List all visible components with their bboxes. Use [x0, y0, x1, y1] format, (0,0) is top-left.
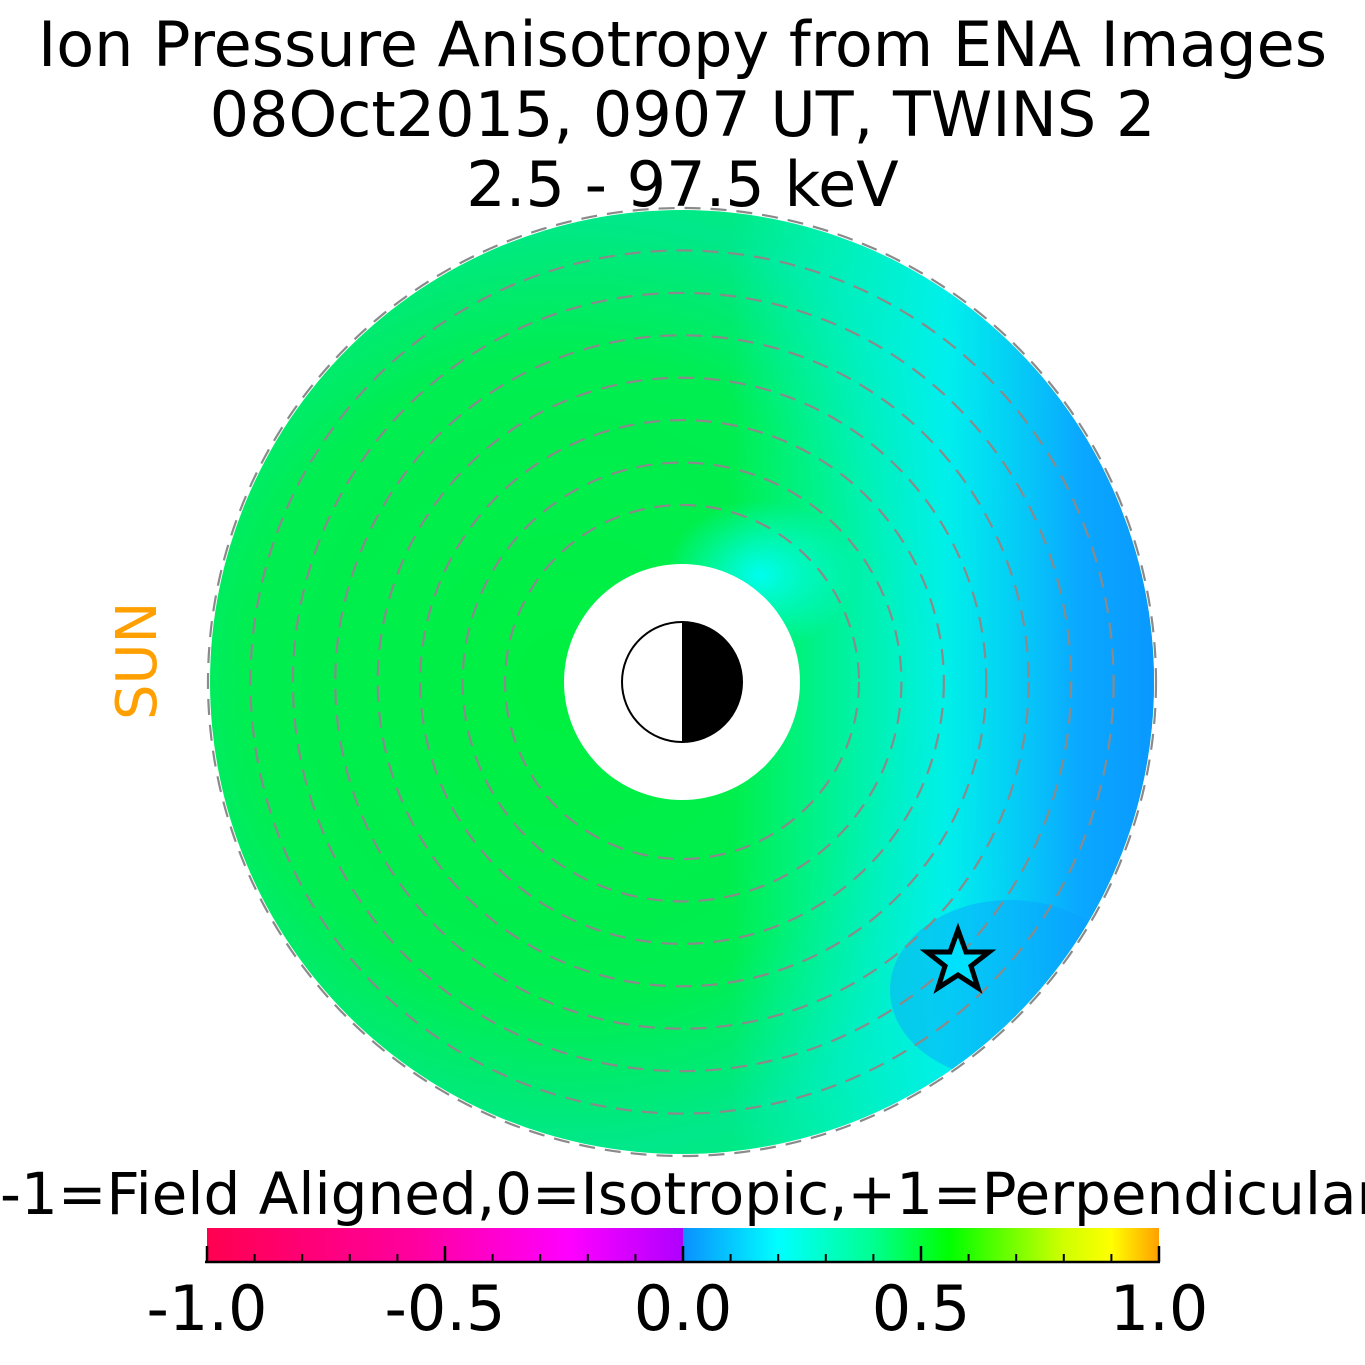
dashed-circle	[249, 249, 1115, 1115]
dashed-range-circles	[206, 206, 1158, 1158]
sun-direction-label: SUN	[105, 601, 170, 720]
colorbar-tick-label: 1.0	[1110, 1272, 1209, 1345]
chart-title-line-1: Ion Pressure Anisotropy from ENA Images	[37, 8, 1328, 81]
dashed-circle	[419, 419, 945, 945]
earth-icon	[621, 621, 743, 743]
colorbar-major-ticks: -1.0 -0.5 0.0 0.5 1.0	[147, 1246, 1209, 1345]
chart-title-line-2: 08Oct2015, 0907 UT, TWINS 2	[209, 78, 1156, 151]
colorbar-tick-label: 0.5	[872, 1272, 971, 1345]
dashed-circle	[291, 291, 1073, 1073]
colorbar-caption: -1=Field Aligned,0=Isotropic,+1=Perpendi…	[0, 1160, 1365, 1228]
spacecraft-star-icon	[919, 922, 997, 994]
colorbar: -1.0 -0.5 0.0 0.5 1.0	[147, 1228, 1209, 1345]
dashed-circle	[206, 206, 1158, 1158]
colorbar-tick-label: 0.0	[634, 1272, 733, 1345]
colorbar-tick-label: -0.5	[385, 1272, 506, 1345]
colorbar-tick-label: -1.0	[147, 1272, 268, 1345]
dashed-circle	[461, 461, 903, 903]
dashed-circle	[376, 376, 988, 988]
dashed-circle	[503, 503, 861, 861]
chart-title-line-3: 2.5 - 97.5 keV	[466, 148, 899, 221]
dashed-circle	[334, 334, 1030, 1030]
